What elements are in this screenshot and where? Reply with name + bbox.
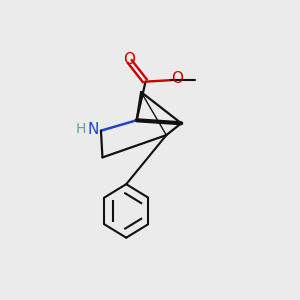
Text: N: N	[87, 122, 99, 137]
Text: H: H	[76, 122, 86, 136]
Text: O: O	[123, 52, 135, 67]
Text: O: O	[171, 71, 183, 86]
